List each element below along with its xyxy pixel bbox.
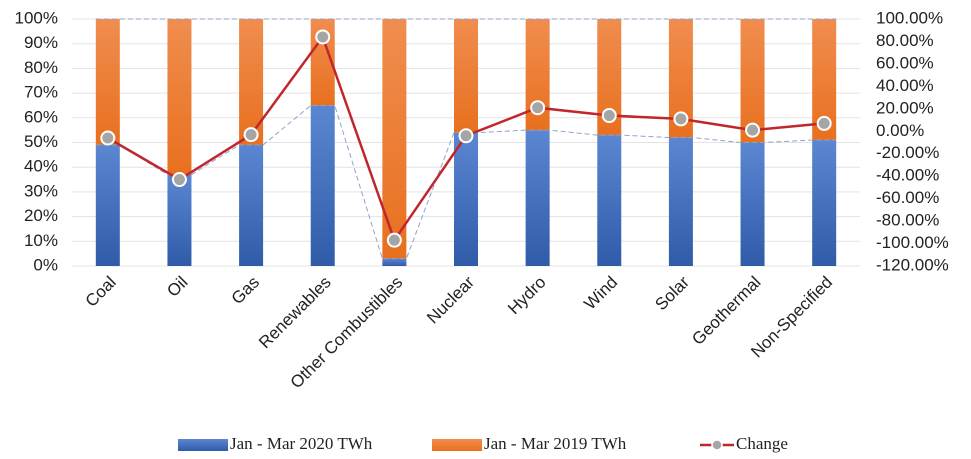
y2-tick-label: 40.00% xyxy=(876,76,934,95)
bar xyxy=(454,19,478,133)
x-tick-label: Oil xyxy=(163,273,191,301)
y-tick-label: 90% xyxy=(24,33,58,52)
y2-tick-label: 60.00% xyxy=(876,53,934,72)
y2-tick-label: -40.00% xyxy=(876,166,939,185)
x-tick-label: Solar xyxy=(651,272,693,314)
y-tick-label: 50% xyxy=(24,132,58,151)
bar xyxy=(668,137,693,266)
bar xyxy=(525,130,550,266)
legend-swatch xyxy=(711,439,723,451)
bar xyxy=(454,132,478,266)
line-marker xyxy=(386,232,402,248)
bar xyxy=(382,258,407,266)
y-tick-label: 60% xyxy=(24,107,58,126)
y-tick-label: 80% xyxy=(24,58,58,77)
legend-swatch xyxy=(432,439,482,451)
bar xyxy=(167,19,192,175)
line-marker xyxy=(171,172,187,188)
bar xyxy=(95,144,120,266)
line-marker xyxy=(100,130,116,146)
y2-tick-label: -100.00% xyxy=(876,233,949,252)
legend-label: Jan - Mar 2019 TWh xyxy=(484,434,627,453)
legend-label: Change xyxy=(736,434,788,453)
legend: Jan - Mar 2020 TWh Jan - Mar 2019 TWh Chan… xyxy=(178,434,788,453)
x-tick-label: Renewables xyxy=(255,273,335,353)
y-tick-label: 10% xyxy=(24,231,58,250)
x-tick-label: Coal xyxy=(82,273,120,311)
y2-tick-label: -60.00% xyxy=(876,188,939,207)
line-marker xyxy=(816,115,832,131)
y-tick-label: 100% xyxy=(15,8,58,27)
x-tick-label: Geothermal xyxy=(688,273,764,349)
y2-tick-label: 0.00% xyxy=(876,121,924,140)
line-marker xyxy=(315,29,331,45)
bar xyxy=(812,140,837,266)
x-tick-label: Nuclear xyxy=(423,272,478,327)
line-marker xyxy=(601,108,617,124)
y-tick-label: 70% xyxy=(24,83,58,102)
legend-label: Jan - Mar 2020 TWh xyxy=(230,434,373,453)
y-tick-label: 30% xyxy=(24,181,58,200)
y2-tick-label: 100.00% xyxy=(876,8,943,27)
bar xyxy=(167,174,192,266)
legend-swatch xyxy=(178,439,228,451)
bar xyxy=(740,19,765,143)
y2-tick-label: -80.00% xyxy=(876,211,939,230)
line-marker xyxy=(745,122,761,138)
x-tick-label: Hydro xyxy=(504,273,550,319)
bar xyxy=(95,19,120,145)
y2-tick-label: -20.00% xyxy=(876,143,939,162)
y2-tick-label: 20.00% xyxy=(876,98,934,117)
y2-tick-label: 80.00% xyxy=(876,31,934,50)
y-tick-label: 20% xyxy=(24,206,58,225)
bar xyxy=(310,105,335,266)
y-tick-label: 40% xyxy=(24,157,58,176)
y2-tick-label: -120.00% xyxy=(876,255,949,274)
x-tick-label: Gas xyxy=(228,273,263,308)
line-marker xyxy=(673,111,689,127)
line-marker xyxy=(243,127,259,143)
y-tick-label: 0% xyxy=(33,255,58,274)
line-marker xyxy=(530,100,546,116)
bar xyxy=(740,142,765,266)
bar xyxy=(239,19,264,145)
bar xyxy=(597,135,622,266)
bar xyxy=(239,144,264,266)
line-marker xyxy=(458,128,474,144)
bar xyxy=(382,19,407,259)
x-tick-label: Wind xyxy=(580,273,621,314)
